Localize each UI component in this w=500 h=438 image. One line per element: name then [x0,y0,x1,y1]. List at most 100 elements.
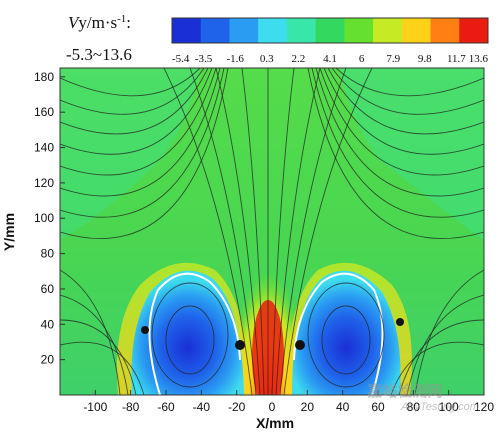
colorbar-tick-label: 11.7 [447,53,466,65]
streamline [60,68,217,176]
streamline [60,341,145,395]
x-tick-label: -60 [157,400,175,414]
streamline [315,68,484,197]
streamline [215,68,261,395]
streamline [398,319,484,395]
colorbar-tick-label: 0.3 [260,53,274,65]
watermark-text: 嘉峪检测网 [366,382,442,400]
colorbar-range: -5.3~13.6 [66,45,132,64]
colorbar-swatch [172,18,202,43]
colorbar-tick-label: -3.5 [195,53,213,65]
streamline [319,68,484,176]
left-recirculation-region [131,270,244,395]
left-outer-vortex-center [141,326,149,334]
x-axis-label: X/mm [256,415,294,431]
colorbar-title: Vy/m·s-1: [68,13,131,32]
velocity-field [60,68,484,395]
streamline [335,68,484,97]
streamlines [60,68,484,395]
x-tick-label: 100 [439,400,459,414]
streamline [311,68,484,218]
colorbar-swatches [171,17,489,44]
y-tick-label: 60 [41,282,55,296]
right-recirculation-region [292,270,401,395]
x-tick-label: -20 [228,400,246,414]
colorbar-tick-label: -1.6 [226,53,244,65]
streamline [60,294,129,395]
colorbar-legend: Vy/m·s-1: -5.3~13.6 -5.4 -3.5 -1.6 0.3 2.2 4.… [66,13,489,65]
streamline [331,68,484,115]
x-tick-label: 40 [336,400,350,414]
colorbar-swatch [258,18,288,43]
colorbar-swatch [315,18,345,43]
streamline [241,68,265,395]
left-inner-vortex-center [235,340,245,350]
streamline [307,68,484,240]
y-tick-label: 140 [34,141,54,155]
colorbar-swatch [286,18,317,43]
colorbar-swatch [200,18,230,43]
streamline [271,68,295,395]
colorbar-swatch [229,18,259,43]
streamline [60,68,229,240]
colorbar-swatch [401,18,432,43]
x-tick-label: 60 [371,400,385,414]
left-vortex-boundary [148,272,241,395]
x-tick-label: 20 [301,400,315,414]
x-tick-label: -100 [83,400,107,414]
right-outer-vortex-center [396,318,404,326]
colorbar-swatch [430,18,460,43]
y-axis-ticks: 20 40 60 80 100 120 140 160 180 [34,70,65,367]
colorbar-swatch [373,18,403,43]
y-tick-label: 180 [34,70,54,84]
y-axis-label: Y/mm [1,213,17,251]
y-tick-label: 120 [34,176,54,190]
y-tick-label: 80 [41,247,55,261]
streamline [60,68,225,218]
streamline [60,68,213,155]
streamline [307,282,385,388]
streamline [275,68,321,395]
streamline [283,68,373,395]
colorbar-tick-label: 13.6 [469,53,489,65]
streamline [60,319,137,395]
streamline [323,68,484,155]
colorbar-tick-label: 4.1 [323,53,337,65]
colorbar-swatch [459,18,489,43]
x-tick-label: 0 [269,400,276,414]
y-tick-label: 40 [41,317,55,331]
colorbar-labels: -5.4 -3.5 -1.6 0.3 2.2 4.1 6 7.9 9.8 11.7 13.6 [172,53,489,65]
streamline [279,68,347,395]
x-tick-label: 80 [407,400,421,414]
colorbar-tick-label: -5.4 [172,53,190,65]
colorbar-frame [171,17,489,44]
x-tick-label: 120 [474,400,494,414]
streamline [60,269,121,395]
colorbar-swatch [344,18,374,43]
streamline [60,68,221,197]
streamline [60,68,205,115]
colorbar-tick-label: 6 [359,53,365,65]
colorbar-tick-label: 9.8 [418,53,432,65]
y-tick-label: 160 [34,105,54,119]
right-vortex-boundary [293,272,384,395]
watermark-subtext: AnyTesting.com [400,401,479,413]
streamline [321,305,371,375]
colorbar-tick-label: 2.2 [292,53,306,65]
streamline [406,294,484,395]
x-axis-ticks: -100 -80 -60 -40 -20 0 20 40 60 80 100 120 [83,390,494,414]
streamline [390,341,484,395]
right-inner-vortex-center [295,340,305,350]
x-tick-label: -80 [122,400,140,414]
streamline [414,269,484,395]
streamline [60,68,209,135]
y-tick-label: 100 [34,211,54,225]
colorbar-tick-label: 7.9 [386,53,400,65]
streamline [327,68,484,135]
streamline [151,282,229,388]
y-tick-label: 20 [41,353,55,367]
streamline [60,68,201,97]
streamline [165,305,215,375]
x-tick-label: -40 [193,400,211,414]
